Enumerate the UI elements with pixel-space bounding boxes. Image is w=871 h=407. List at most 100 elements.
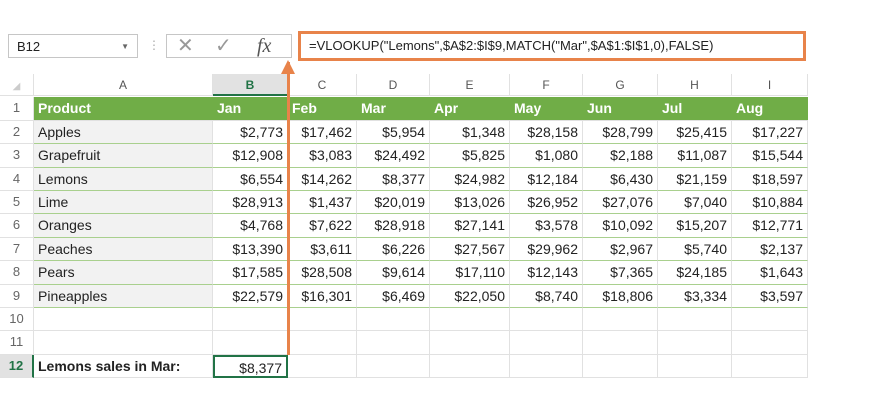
value-cell[interactable]: $24,185 xyxy=(658,261,732,285)
value-cell[interactable]: $25,415 xyxy=(658,120,732,145)
value-cell[interactable]: $9,614 xyxy=(357,261,430,285)
value-cell[interactable]: $20,019 xyxy=(357,190,430,215)
header-cell[interactable]: Jan xyxy=(213,97,288,121)
value-cell[interactable]: $1,080 xyxy=(510,144,583,168)
value-cell[interactable]: $18,806 xyxy=(583,284,658,308)
empty-cell[interactable] xyxy=(510,307,583,332)
row-number[interactable]: 6 xyxy=(0,214,34,238)
value-cell[interactable]: $28,508 xyxy=(288,261,357,285)
empty-cell[interactable] xyxy=(583,307,658,332)
enter-icon[interactable]: ✓ xyxy=(215,35,232,57)
column-header-H[interactable]: H xyxy=(658,74,732,96)
value-cell[interactable]: $1,348 xyxy=(430,120,510,145)
empty-cell[interactable] xyxy=(732,307,808,332)
value-cell[interactable]: $18,597 xyxy=(732,167,808,191)
value-cell[interactable]: $14,262 xyxy=(288,167,357,191)
value-cell[interactable]: $8,740 xyxy=(510,284,583,308)
row-number[interactable]: 11 xyxy=(0,331,34,355)
empty-cell[interactable] xyxy=(510,354,583,379)
value-cell[interactable]: $17,462 xyxy=(288,120,357,145)
value-cell[interactable]: $15,544 xyxy=(732,144,808,168)
formula-bar[interactable]: =VLOOKUP("Lemons",$A$2:$I$9,MATCH("Mar",… xyxy=(298,31,806,61)
value-cell[interactable]: $3,334 xyxy=(658,284,732,308)
value-cell[interactable]: $3,611 xyxy=(288,237,357,262)
column-header-G[interactable]: G xyxy=(583,74,658,96)
value-cell[interactable]: $12,771 xyxy=(732,214,808,238)
header-cell[interactable]: Jul xyxy=(658,97,732,121)
row-number[interactable]: 7 xyxy=(0,237,34,262)
value-cell[interactable]: $26,952 xyxy=(510,190,583,215)
value-cell[interactable]: $24,492 xyxy=(357,144,430,168)
column-header-D[interactable]: D xyxy=(357,74,430,96)
empty-cell[interactable] xyxy=(34,331,213,355)
value-cell[interactable]: $10,884 xyxy=(732,190,808,215)
value-cell[interactable]: $22,579 xyxy=(213,284,288,308)
value-cell[interactable]: $28,918 xyxy=(357,214,430,238)
value-cell[interactable]: $8,377 xyxy=(357,167,430,191)
value-cell[interactable]: $28,913 xyxy=(213,190,288,215)
value-cell[interactable]: $27,567 xyxy=(430,237,510,262)
product-cell[interactable]: Grapefruit xyxy=(34,144,213,168)
value-cell[interactable]: $6,226 xyxy=(357,237,430,262)
row-number[interactable]: 5 xyxy=(0,190,34,215)
value-cell[interactable]: $3,578 xyxy=(510,214,583,238)
column-header-B[interactable]: B xyxy=(213,74,288,96)
value-cell[interactable]: $29,962 xyxy=(510,237,583,262)
value-cell[interactable]: $27,076 xyxy=(583,190,658,215)
value-cell[interactable]: $5,825 xyxy=(430,144,510,168)
row-number[interactable]: 9 xyxy=(0,284,34,308)
value-cell[interactable]: $7,040 xyxy=(658,190,732,215)
value-cell[interactable]: $3,597 xyxy=(732,284,808,308)
value-cell[interactable]: $17,227 xyxy=(732,120,808,145)
row-number[interactable]: 10 xyxy=(0,307,34,332)
value-cell[interactable]: $6,430 xyxy=(583,167,658,191)
empty-cell[interactable] xyxy=(658,307,732,332)
row-number[interactable]: 12 xyxy=(0,354,34,379)
column-header-A[interactable]: A xyxy=(34,74,213,96)
result-cell[interactable]: $8,377 xyxy=(213,354,288,379)
value-cell[interactable]: $17,585 xyxy=(213,261,288,285)
value-cell[interactable]: $28,799 xyxy=(583,120,658,145)
column-header-I[interactable]: I xyxy=(732,74,808,96)
value-cell[interactable]: $28,158 xyxy=(510,120,583,145)
row-number[interactable]: 2 xyxy=(0,120,34,145)
empty-cell[interactable] xyxy=(357,307,430,332)
row-number[interactable]: 1 xyxy=(0,97,34,121)
empty-cell[interactable] xyxy=(213,307,288,332)
value-cell[interactable]: $12,184 xyxy=(510,167,583,191)
value-cell[interactable]: $2,137 xyxy=(732,237,808,262)
value-cell[interactable]: $10,092 xyxy=(583,214,658,238)
empty-cell[interactable] xyxy=(732,331,808,355)
value-cell[interactable]: $15,207 xyxy=(658,214,732,238)
empty-cell[interactable] xyxy=(288,331,357,355)
value-cell[interactable]: $6,469 xyxy=(357,284,430,308)
header-cell[interactable]: Jun xyxy=(583,97,658,121)
value-cell[interactable]: $2,188 xyxy=(583,144,658,168)
empty-cell[interactable] xyxy=(34,307,213,332)
name-box[interactable]: B12 ▼ xyxy=(8,34,138,58)
value-cell[interactable]: $6,554 xyxy=(213,167,288,191)
empty-cell[interactable] xyxy=(658,354,732,379)
value-cell[interactable]: $2,967 xyxy=(583,237,658,262)
empty-cell[interactable] xyxy=(430,307,510,332)
value-cell[interactable]: $11,087 xyxy=(658,144,732,168)
value-cell[interactable]: $3,083 xyxy=(288,144,357,168)
empty-cell[interactable] xyxy=(288,354,357,379)
value-cell[interactable]: $13,026 xyxy=(430,190,510,215)
value-cell[interactable]: $7,622 xyxy=(288,214,357,238)
value-cell[interactable]: $2,773 xyxy=(213,120,288,145)
product-cell[interactable]: Lime xyxy=(34,190,213,215)
header-cell[interactable]: Apr xyxy=(430,97,510,121)
header-cell[interactable]: Feb xyxy=(288,97,357,121)
value-cell[interactable]: $5,954 xyxy=(357,120,430,145)
value-cell[interactable]: $13,390 xyxy=(213,237,288,262)
empty-cell[interactable] xyxy=(583,354,658,379)
empty-cell[interactable] xyxy=(357,331,430,355)
column-header-C[interactable]: C xyxy=(288,74,357,96)
chevron-down-icon[interactable]: ▼ xyxy=(121,42,129,51)
product-cell[interactable]: Oranges xyxy=(34,214,213,238)
empty-cell[interactable] xyxy=(288,307,357,332)
select-all-button[interactable]: ◢ xyxy=(0,74,34,96)
empty-cell[interactable] xyxy=(583,331,658,355)
value-cell[interactable]: $21,159 xyxy=(658,167,732,191)
